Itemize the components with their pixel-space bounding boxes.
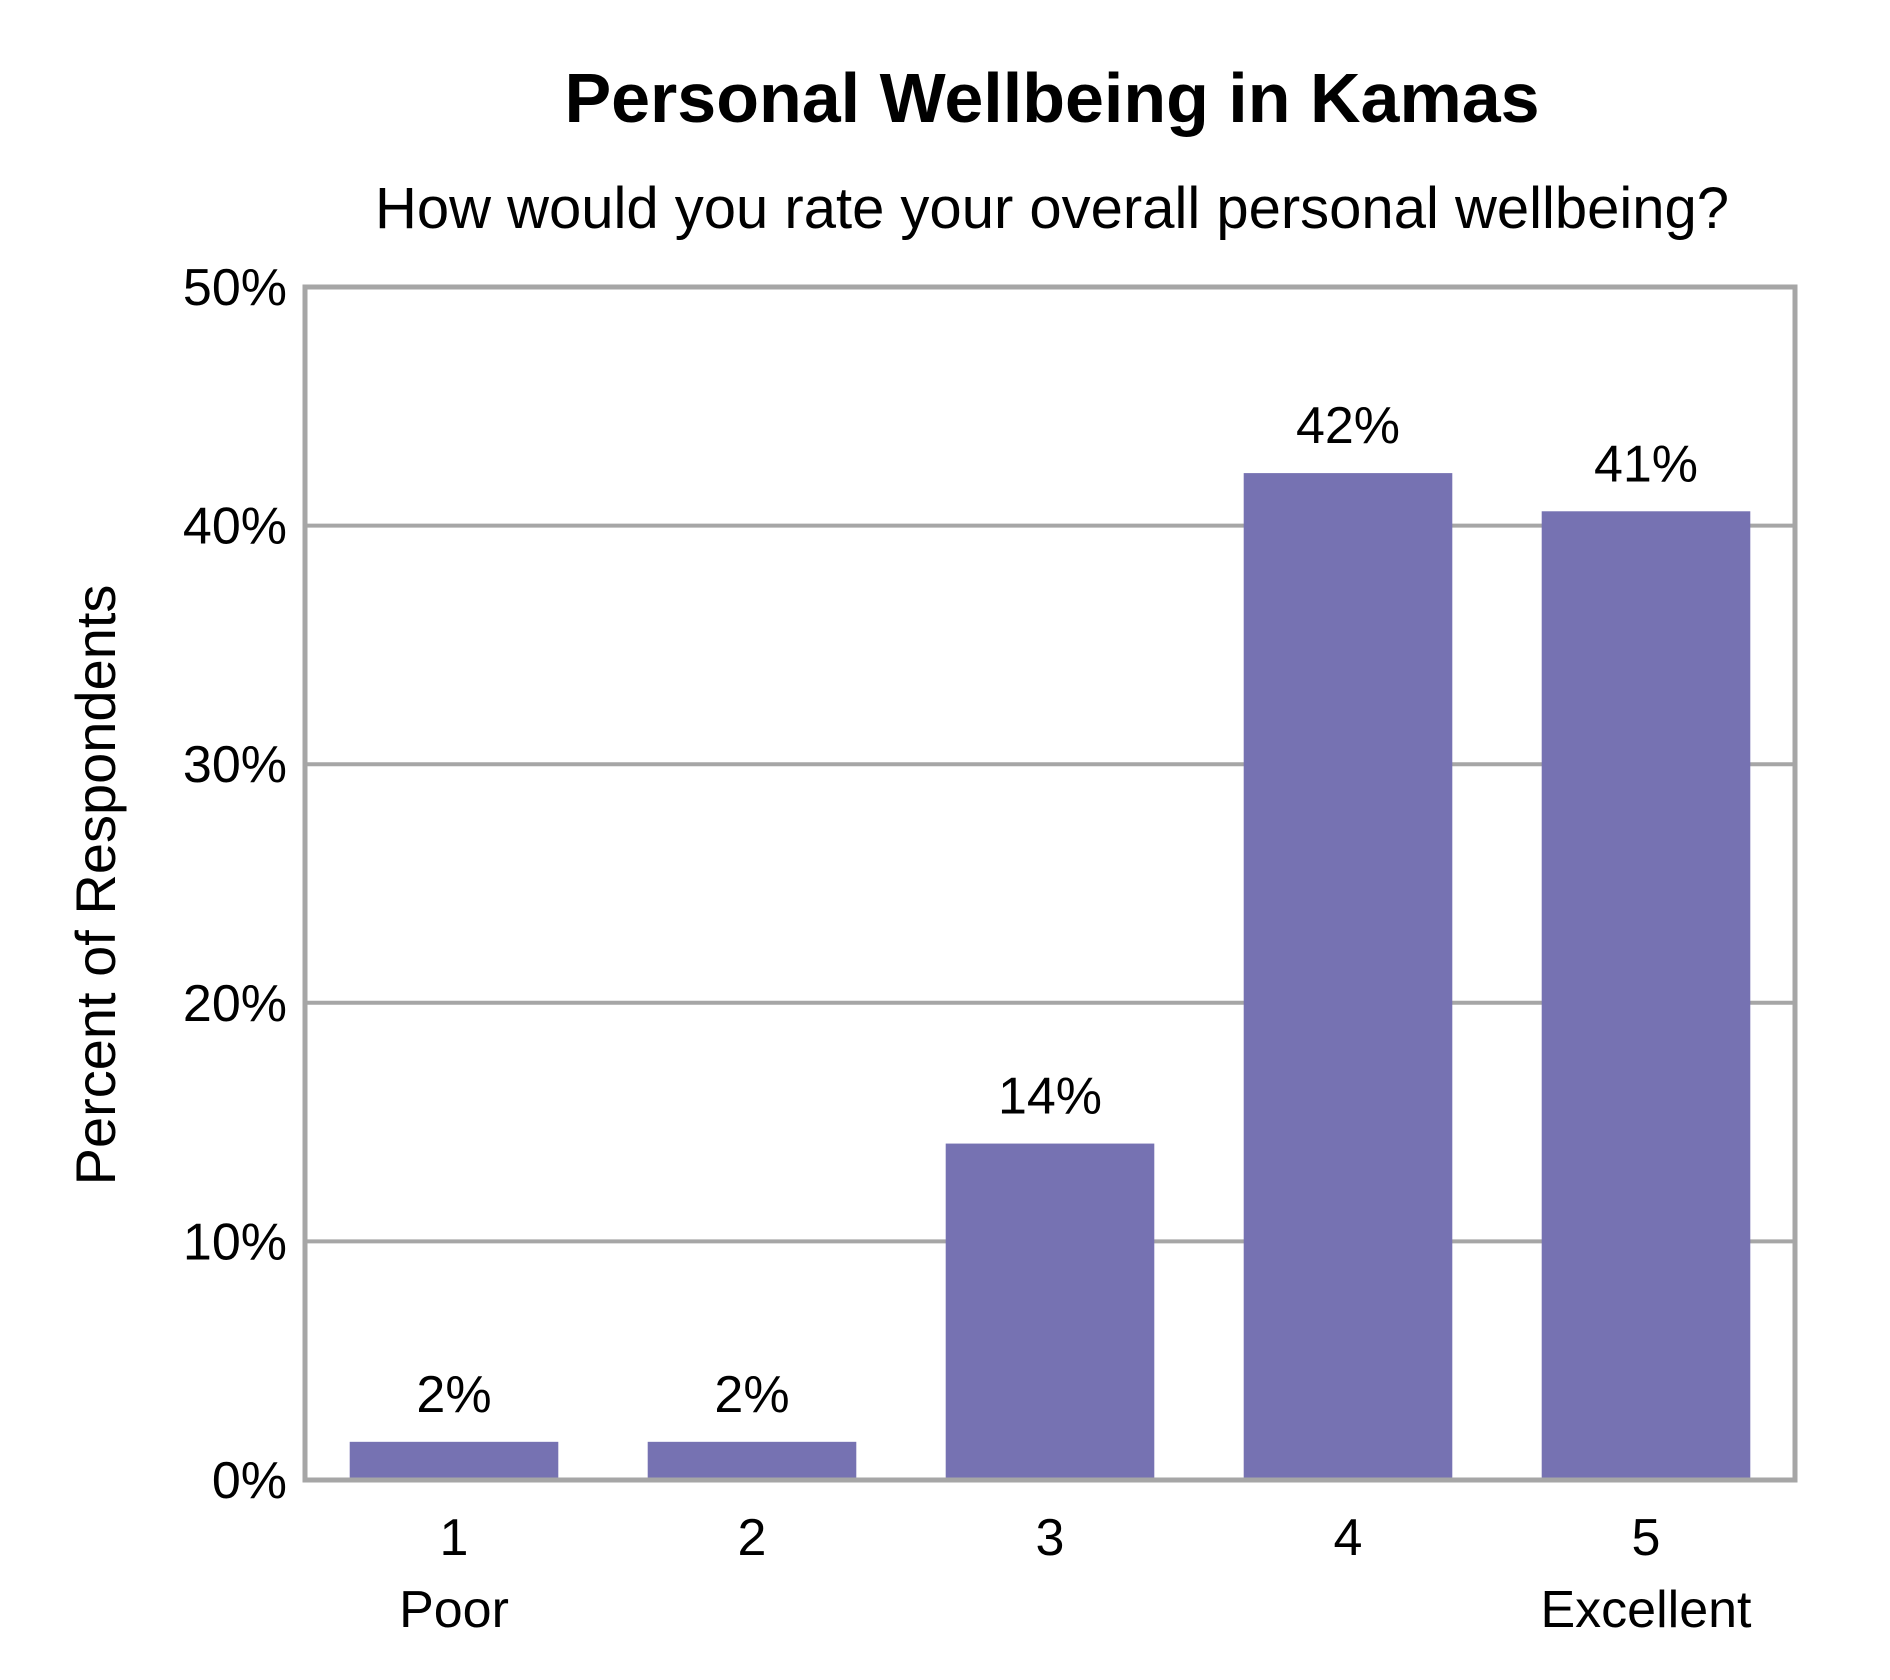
x-tick-label: 2: [738, 1509, 767, 1567]
x-tick-label: 3: [1036, 1509, 1065, 1567]
y-tick-label: 40%: [183, 498, 287, 556]
bar-4: [1243, 473, 1453, 1480]
x-tick-label: 4: [1334, 1509, 1363, 1567]
x-tick-label: 5: [1632, 1509, 1661, 1567]
data-label: 2%: [416, 1366, 491, 1424]
data-label: 41%: [1594, 435, 1698, 493]
data-labels: 2% 2% 14% 42% 41%: [416, 397, 1698, 1424]
x-tick-sublabel: Excellent: [1541, 1581, 1753, 1639]
bar-3: [945, 1143, 1155, 1480]
bar-5: [1541, 511, 1751, 1480]
data-label: 14%: [998, 1068, 1102, 1126]
y-axis-ticks: 0% 10% 20% 30% 40% 50%: [183, 259, 287, 1510]
bars: [349, 473, 1751, 1480]
x-tick-label: 1: [440, 1509, 469, 1567]
y-tick-label: 0%: [212, 1452, 287, 1510]
y-tick-label: 10%: [183, 1213, 287, 1271]
plot-frame: [302, 284, 1798, 1483]
chart-subtitle: How would you rate your overall personal…: [375, 176, 1729, 241]
data-label: 42%: [1296, 397, 1400, 455]
x-axis-categories: 1 Poor 2 3 4 5 Excellent: [399, 1509, 1752, 1639]
y-tick-label: 20%: [183, 975, 287, 1033]
data-label: 2%: [714, 1366, 789, 1424]
bar-1: [349, 1441, 559, 1480]
bar-2: [647, 1441, 857, 1480]
chart-title: Personal Wellbeing in Kamas: [564, 59, 1539, 137]
y-tick-label: 30%: [183, 736, 287, 794]
x-tick-sublabel: Poor: [399, 1581, 509, 1639]
y-axis-label: Percent of Respondents: [64, 585, 127, 1186]
plot-border: [302, 284, 1798, 1483]
y-tick-label: 50%: [183, 259, 287, 317]
